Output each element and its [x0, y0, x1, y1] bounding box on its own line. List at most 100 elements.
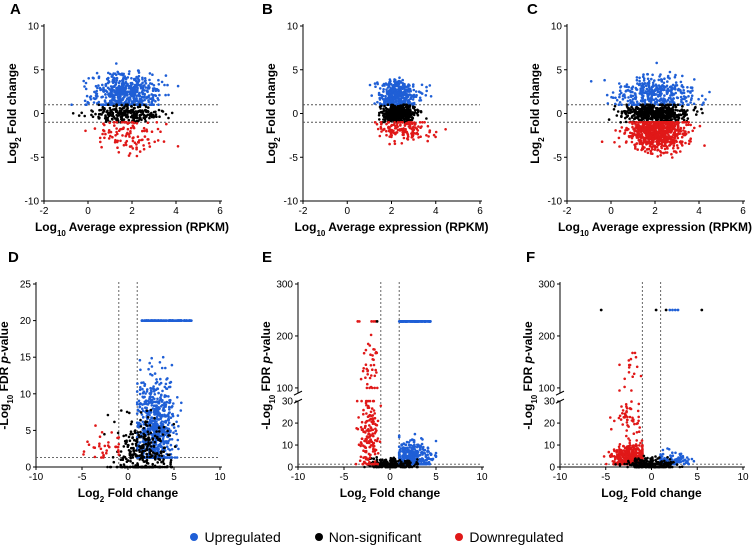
point-down: [124, 141, 127, 145]
x-tick-label: -2: [299, 206, 308, 217]
point-down: [643, 139, 647, 143]
point-down: [105, 451, 108, 455]
point-up: [629, 95, 633, 99]
point-ns: [167, 434, 170, 437]
point-up: [674, 84, 677, 87]
point-ns: [127, 109, 130, 113]
point-up: [410, 102, 414, 105]
point-ns: [112, 116, 116, 119]
point-ns: [145, 465, 149, 469]
point-up: [121, 74, 125, 77]
point-ns: [159, 450, 163, 453]
point-down: [126, 127, 130, 131]
point-up: [373, 102, 376, 105]
point-ns: [161, 433, 165, 436]
point-ns: [118, 109, 122, 113]
point-up: [380, 96, 384, 99]
point-up: [152, 319, 156, 322]
point-down: [680, 135, 684, 139]
point-up: [151, 89, 155, 92]
point-ns: [164, 113, 168, 116]
point-down: [390, 135, 393, 139]
point-ns: [158, 454, 161, 457]
x-tick-label: 10: [476, 472, 488, 483]
point-down: [676, 125, 680, 129]
point-down: [117, 443, 121, 446]
point-up: [691, 89, 694, 92]
point-up: [679, 80, 683, 84]
point-up: [412, 88, 416, 92]
point-ns: [128, 439, 132, 443]
point-down: [414, 132, 418, 135]
point-up: [157, 89, 160, 93]
point-ns: [169, 465, 173, 469]
point-up: [399, 93, 403, 97]
point-ns: [662, 115, 665, 119]
point-up: [136, 424, 139, 428]
point-down: [651, 129, 655, 132]
point-up: [168, 381, 172, 385]
panel-label: B: [262, 1, 273, 18]
point-up: [84, 81, 88, 85]
point-ns: [120, 103, 123, 107]
point-ns: [109, 109, 113, 112]
point-down: [600, 140, 604, 143]
point-up: [401, 96, 405, 100]
point-ns: [106, 465, 109, 469]
point-up: [109, 72, 112, 76]
point-ns: [619, 121, 622, 124]
point-up: [85, 103, 88, 106]
point-ns: [661, 111, 665, 115]
point-down: [689, 123, 692, 127]
point-up: [141, 391, 145, 395]
point-up: [175, 432, 178, 436]
point-ns: [635, 116, 638, 119]
point-down: [634, 147, 637, 150]
point-up: [647, 94, 650, 97]
point-up: [143, 95, 146, 98]
point-up: [160, 420, 164, 423]
point-up: [701, 103, 704, 106]
point-up: [102, 86, 105, 90]
point-up: [176, 396, 179, 399]
point-up: [130, 77, 133, 80]
y-tick-label: 0: [292, 109, 298, 120]
point-ns: [161, 460, 165, 463]
point-down: [661, 121, 665, 124]
point-ns: [633, 110, 636, 113]
point-ns: [140, 456, 143, 460]
point-ns: [173, 445, 177, 448]
point-up: [113, 97, 116, 101]
point-ns: [144, 119, 147, 123]
point-up: [656, 95, 660, 98]
point-ns: [83, 114, 86, 118]
point-down: [427, 135, 430, 138]
point-up: [418, 96, 422, 100]
point-down: [99, 447, 103, 451]
point-ns: [141, 449, 145, 453]
point-ns: [124, 111, 127, 115]
point-ns: [409, 109, 412, 113]
point-down: [117, 151, 121, 154]
point-up: [642, 73, 645, 76]
point-ns: [161, 110, 165, 113]
point-up: [180, 401, 183, 405]
point-down: [684, 141, 687, 145]
point-up: [147, 367, 150, 371]
point-down: [119, 139, 122, 143]
point-up: [690, 94, 694, 97]
point-up: [128, 70, 131, 73]
point-up: [681, 74, 684, 78]
point-down: [639, 139, 643, 143]
point-down: [420, 125, 423, 128]
point-up: [148, 103, 152, 106]
point-ns: [402, 118, 406, 121]
point-down: [110, 431, 113, 434]
point-ns: [386, 117, 390, 121]
point-up: [635, 76, 639, 79]
point-ns: [129, 465, 132, 469]
point-ns: [686, 109, 689, 112]
point-ns: [392, 107, 396, 111]
point-up: [104, 84, 108, 88]
